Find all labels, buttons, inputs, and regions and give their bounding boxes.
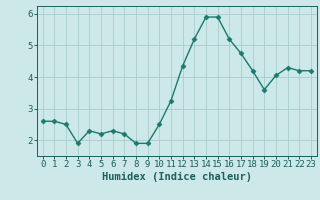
X-axis label: Humidex (Indice chaleur): Humidex (Indice chaleur) [102, 172, 252, 182]
